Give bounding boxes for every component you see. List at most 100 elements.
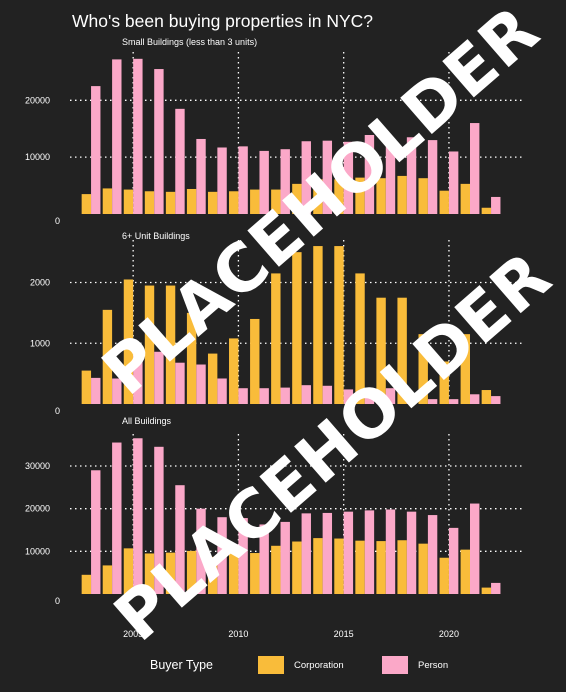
bar-person-2022: [491, 582, 501, 594]
bar-corporation-2022: [481, 587, 492, 594]
bar-corporation-2017: [376, 178, 386, 214]
bar-corporation-2006: [144, 553, 155, 594]
x-tick-label: 2020: [439, 629, 459, 639]
bar-corporation-2007: [165, 552, 176, 594]
y-tick-label: 10000: [25, 546, 50, 556]
bar-corporation-2003: [81, 574, 92, 594]
bar-corporation-2010: [229, 552, 239, 594]
x-tick-label: 2010: [228, 629, 248, 639]
legend-title: Buyer Type: [150, 658, 213, 672]
y-tick-label: 0: [55, 596, 60, 606]
bar-person-2006: [154, 69, 164, 214]
bar-person-2004: [112, 378, 122, 404]
panel-title: All Buildings: [122, 416, 172, 426]
bar-corporation-2006: [144, 285, 155, 404]
bar-person-2021: [470, 123, 480, 214]
bar-corporation-2011: [250, 318, 260, 404]
bar-person-2013: [301, 141, 311, 214]
bar-corporation-2021: [460, 549, 470, 594]
bar-corporation-2015: [334, 246, 344, 404]
bar-person-2014: [322, 512, 333, 594]
bar-person-2008: [196, 364, 206, 404]
bar-person-2003: [91, 470, 101, 594]
bar-person-2015: [343, 141, 354, 214]
y-tick-label: 0: [55, 216, 60, 226]
bar-person-2020: [448, 527, 459, 594]
bar-person-2018: [406, 394, 417, 404]
bar-person-2016: [364, 510, 375, 594]
bar-person-2015: [343, 389, 354, 404]
bar-corporation-2016: [355, 273, 365, 404]
bar-corporation-2003: [81, 194, 92, 214]
x-axis: 2005 2010 2015 2020: [123, 629, 459, 639]
bar-person-2004: [112, 442, 122, 594]
bar-person-2012: [280, 387, 290, 404]
bar-person-2018: [406, 137, 417, 214]
panel-title: Small Buildings (less than 3 units): [122, 37, 257, 47]
bar-corporation-2008: [186, 550, 197, 594]
bar-corporation-2003: [81, 370, 92, 404]
bar-person-2018: [406, 511, 417, 594]
x-tick-label: 2005: [123, 629, 143, 639]
bar-corporation-2015: [334, 179, 344, 214]
bar-person-2012: [280, 149, 290, 214]
facet-panels: Small Buildings (less than 3 units) 0 1000…: [25, 37, 522, 606]
bar-corporation-2009: [207, 191, 218, 214]
bar-corporation-2016: [355, 540, 365, 594]
bar-corporation-2006: [144, 191, 155, 214]
bar-person-2020: [448, 399, 459, 404]
bar-corporation-2019: [418, 543, 428, 594]
bar-corporation-2005: [123, 189, 134, 214]
bar-person-2010: [238, 146, 248, 214]
bar-person-2004: [112, 59, 122, 215]
bar-person-2016: [364, 134, 375, 214]
bar-corporation-2014: [313, 246, 323, 404]
bar-person-2011: [259, 150, 269, 214]
bar-corporation-2004: [102, 565, 113, 594]
bar-person-2008: [196, 138, 206, 214]
bar-corporation-2010: [229, 191, 239, 214]
bar-person-2006: [154, 351, 164, 404]
bar-corporation-2009: [207, 556, 218, 594]
panel-1: Small Buildings (less than 3 units) 0 1000…: [25, 37, 522, 226]
bar-corporation-2019: [418, 178, 428, 214]
bar-corporation-2018: [397, 175, 407, 214]
bar-corporation-2009: [207, 353, 218, 404]
bar-corporation-2018: [397, 540, 407, 594]
bar-corporation-2013: [292, 252, 302, 404]
bar-corporation-2011: [250, 189, 260, 214]
panel-title: 6+ Unit Buildings: [122, 231, 190, 241]
bar-person-2021: [470, 394, 480, 404]
bar-person-2010: [238, 518, 248, 594]
x-tick-label: 2015: [334, 629, 354, 639]
bar-corporation-2013: [292, 183, 302, 214]
bar-person-2013: [301, 513, 311, 594]
bar-corporation-2014: [313, 538, 323, 594]
bar-corporation-2017: [376, 541, 386, 594]
legend-swatch-corporation: [258, 656, 284, 674]
bar-corporation-2005: [123, 548, 134, 594]
bar-person-2017: [385, 140, 396, 214]
bar-person-2009: [217, 147, 227, 214]
legend-swatch-person: [382, 656, 408, 674]
bar-person-2017: [385, 388, 396, 404]
bar-person-2010: [238, 388, 248, 404]
panel-3: All Buildings 0 10000 20000 30000: [25, 416, 522, 606]
bar-corporation-2004: [102, 188, 113, 214]
chart-title: Who's been buying properties in NYC?: [72, 11, 373, 31]
legend-label-corporation: Corporation: [294, 660, 344, 671]
bar-person-2011: [259, 524, 269, 594]
bar-corporation-2012: [271, 273, 281, 404]
bar-corporation-2008: [186, 188, 197, 214]
bar-person-2021: [470, 503, 480, 594]
bar-person-2005: [133, 355, 143, 404]
y-tick-label: 30000: [25, 461, 50, 471]
bar-person-2007: [175, 362, 185, 404]
bar-person-2003: [91, 377, 101, 404]
bar-person-2008: [196, 508, 206, 594]
bar-person-2005: [133, 438, 143, 594]
bar-person-2009: [217, 517, 227, 594]
bar-corporation-2013: [292, 541, 302, 594]
bar-corporation-2010: [229, 338, 239, 404]
